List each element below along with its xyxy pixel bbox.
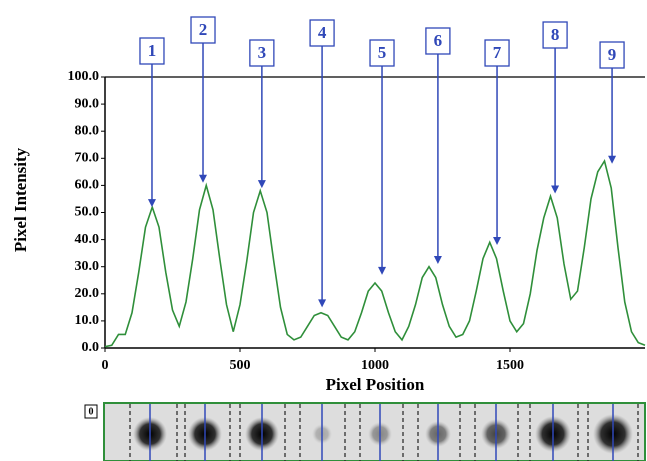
chart: Pixel Intensity Pixel Position <box>0 0 647 461</box>
annotation-label: 3 <box>258 43 267 62</box>
annotation-arrowhead <box>608 156 616 164</box>
y-tick-label: 80.0 <box>75 123 100 138</box>
y-tick-label: 50.0 <box>75 205 100 220</box>
annotation-arrowhead <box>148 199 156 207</box>
annotation-arrowhead <box>493 237 501 245</box>
y-tick-label: 10.0 <box>75 313 100 328</box>
y-tick-label: 100.0 <box>68 69 100 84</box>
y-tick-label: 90.0 <box>75 96 100 111</box>
data-line <box>105 161 645 347</box>
y-tick-label: 30.0 <box>75 259 100 274</box>
y-tick-label: 20.0 <box>75 286 100 301</box>
annotation-label: 1 <box>148 41 157 60</box>
annotation-arrowhead <box>434 256 442 264</box>
annotation-arrowhead <box>551 186 559 194</box>
annotation-arrowhead <box>258 180 266 188</box>
y-tick-label: 70.0 <box>75 151 100 166</box>
y-axis-title: Pixel Intensity <box>11 147 30 252</box>
annotation-arrowhead <box>318 299 326 307</box>
annotation-label: 7 <box>493 43 502 62</box>
x-tick-label: 1000 <box>361 358 389 373</box>
annotation-arrowhead <box>199 175 207 183</box>
x-axis-title: Pixel Position <box>326 375 425 394</box>
annotation-arrowhead <box>378 267 386 275</box>
x-tick-label: 0 <box>102 358 109 373</box>
annotation-label: 6 <box>434 31 443 50</box>
y-tick-label: 0.0 <box>82 340 100 355</box>
y-tick-label: 40.0 <box>75 232 100 247</box>
annotation-label: 5 <box>378 43 387 62</box>
annotation-label: 2 <box>199 20 208 39</box>
x-tick-label: 500 <box>230 358 251 373</box>
annotation-label: 4 <box>318 23 327 42</box>
x-tick-label: 1500 <box>496 358 524 373</box>
blot-strip: 0 <box>85 403 645 461</box>
y-tick-label: 60.0 <box>75 178 100 193</box>
strip-label: 0 <box>89 406 94 417</box>
annotation-label: 9 <box>608 45 617 64</box>
annotation-label: 8 <box>551 25 560 44</box>
